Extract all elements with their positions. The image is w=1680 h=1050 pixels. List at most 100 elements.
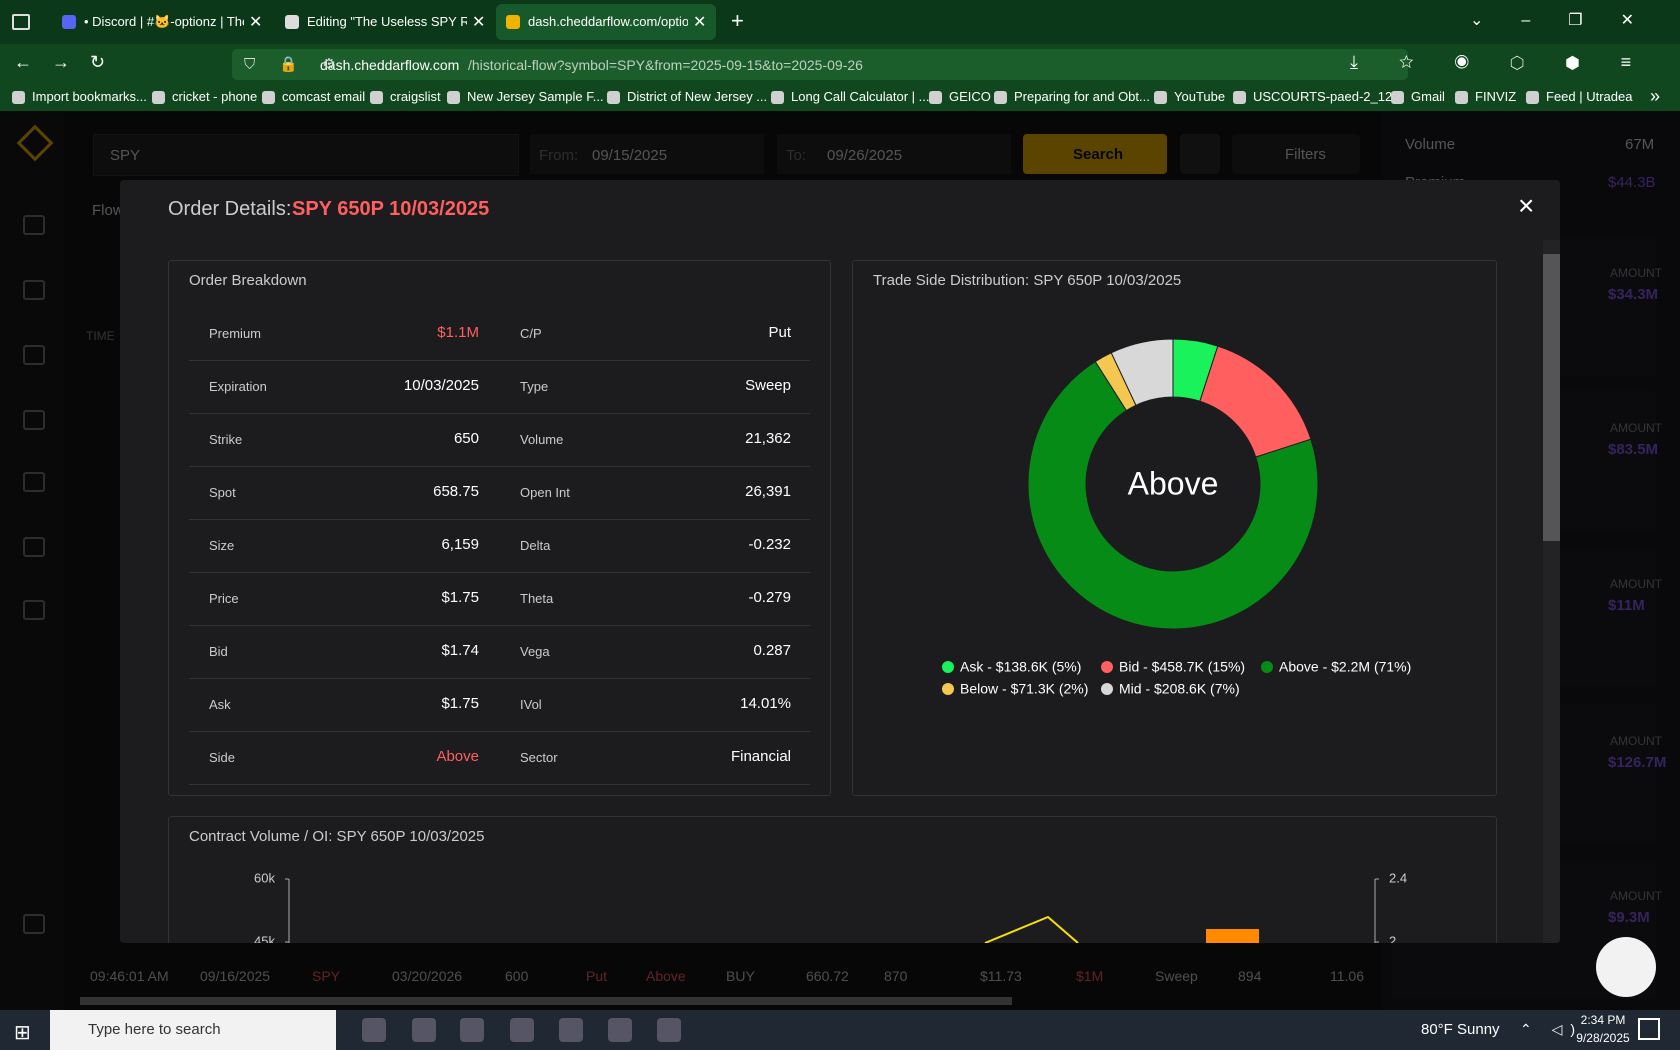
tray-icons: ⌃ ◁) [1520,1021,1584,1037]
row-value: Above [436,748,479,765]
row-divider [189,784,810,785]
bookmark-icon [12,91,25,104]
row-value: $1.74 [441,642,479,659]
taskbar-time: 2:34 PM [1580,1013,1626,1027]
row-label: Open Int [520,485,570,500]
legend-swatch [1261,661,1273,673]
row-value: 658.75 [433,483,479,500]
row-value: $1.1M [437,324,479,341]
volume-bar-fragment [1206,929,1259,943]
taskbar-app[interactable] [362,1018,386,1042]
bookmark-icon [1233,91,1246,104]
row-value: -0.279 [748,589,791,606]
breakdown-panel [168,260,831,796]
bookmark[interactable]: USCOURTS-paed-2_12... [1233,89,1403,107]
taskbar-app[interactable] [657,1018,681,1042]
h-scrollbar [80,997,1012,1005]
tab-close[interactable]: ✕ [472,14,486,31]
tab[interactable]: dash.cheddarflow.com/options- ✕ [496,4,716,40]
bookmark-label: Import bookmarks... [32,89,147,104]
y-tick-label: 60k [254,870,275,885]
url-host: dash.cheddarflow.com [320,57,460,73]
bookmark[interactable]: comcast email [262,89,365,107]
oi-line-fragment [984,915,1079,943]
row-label: C/P [520,326,542,341]
trade-side-panel [852,260,1497,796]
tab-close[interactable]: ✕ [249,14,263,31]
taskbar-app[interactable] [412,1018,436,1042]
breakdown-title: Order Breakdown [189,272,307,289]
tab-icon [285,15,299,29]
tab-close[interactable]: ✕ [693,14,707,31]
bookmark-label: FINVIZ [1475,89,1517,104]
url-icons: ⛉ 🔒 ⚙ [244,56,346,73]
bookmark[interactable]: craigslist [370,89,441,107]
row-value: 21,362 [745,430,791,447]
row-value: 26,391 [745,483,791,500]
bookmark[interactable]: Gmail [1391,89,1445,107]
tab[interactable]: Editing "The Useless SPY Report ✕ [275,4,495,40]
legend-label: Mid - $208.6K (7%) [1119,681,1240,697]
legend-swatch [1101,683,1113,695]
taskbar-app[interactable] [608,1018,632,1042]
row-label: Type [520,379,549,394]
bookmark[interactable]: FINVIZ [1455,89,1516,107]
taskbar-search-text: Type here to search [88,1021,221,1038]
chat-button[interactable] [1596,937,1656,997]
bookmark-label: comcast email [282,89,366,104]
legend-swatch [1101,661,1113,673]
bookmark[interactable]: GEICO [929,89,991,107]
bookmark[interactable]: Feed | Utradea [1526,89,1632,107]
bookmark-icon [929,91,942,104]
bookmarks-more[interactable]: » [1650,86,1661,106]
bookmark[interactable]: New Jersey Sample F... [447,89,604,107]
contract-title: Contract Volume / OI: SPY 650P 10/03/202… [189,828,485,845]
tab-bar [0,0,1680,44]
bookmark-label: Long Call Calculator | ... [791,89,930,104]
toolbar-icons[interactable]: ⤓ ☆ ◉ ⬡ ⬢ ≡ [1350,52,1650,72]
bookmark[interactable]: Preparing for and Obt... [994,89,1150,107]
row-value: $1.75 [441,589,479,606]
y2-tick-label: 2.4 [1389,870,1407,885]
legend-label: Above - $2.2M (71%) [1279,659,1411,675]
taskbar-app[interactable] [460,1018,484,1042]
bookmark-label: craigslist [390,89,441,104]
row-label: Premium [209,326,262,341]
row-value: 650 [453,430,479,447]
nav-buttons[interactable]: ←→↻ [14,52,126,72]
row-label: Strike [209,432,243,447]
notifications[interactable] [1638,1018,1660,1040]
bookmark-icon [370,91,383,104]
bookmark[interactable]: Long Call Calculator | ... [771,89,930,107]
modal-close[interactable]: × [1518,190,1535,221]
bookmark[interactable]: District of New Jersey ... [607,89,767,107]
row-label: Price [209,591,239,606]
taskbar-search[interactable]: Type here to search [50,1010,336,1050]
legend-label: Bid - $458.7K (15%) [1119,659,1245,675]
new-tab[interactable]: + [731,8,744,33]
row-label: Volume [520,432,564,447]
start-button[interactable]: ⊞ [14,1022,31,1044]
row-divider [189,731,810,732]
bookmark[interactable]: Import bookmarks... [12,89,147,107]
bookmark-label: GEICO [949,89,991,104]
donut-center-label: Above [1128,465,1219,501]
row-value: Sweep [745,377,791,394]
row-value: 6,159 [441,536,479,553]
row-label: Bid [209,644,228,659]
taskbar-app[interactable] [510,1018,534,1042]
window-controls: ⌄–❐✕ [1470,12,1673,29]
taskbar-app[interactable] [559,1018,583,1042]
row-value: 0.287 [753,642,791,659]
row-label: Expiration [209,379,267,394]
bookmark[interactable]: cricket - phone [152,89,257,107]
row-divider [189,678,810,679]
row-value: -0.232 [748,536,791,553]
row-label: Delta [520,538,551,553]
tab[interactable]: • Discord | #🐱-optionz | The U ✕ [52,4,272,40]
taskbar-weather: 80°F Sunny [1421,1021,1500,1038]
bookmark[interactable]: YouTube [1154,89,1225,107]
bookmark-label: YouTube [1174,89,1226,104]
url-field[interactable]: dash.cheddarflow.com/historical-flow?sym… [232,49,1408,80]
